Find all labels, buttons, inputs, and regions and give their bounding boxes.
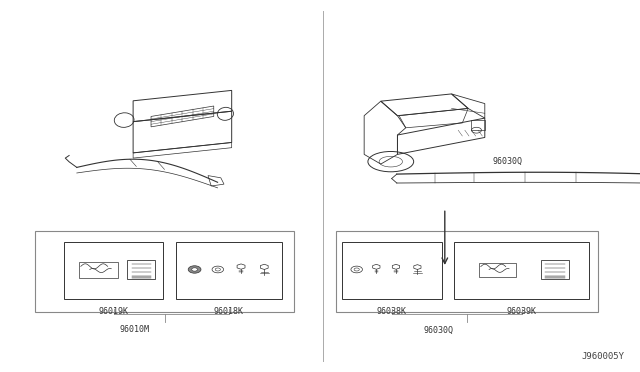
Bar	[127, 260, 156, 279]
Text: 96039K: 96039K	[507, 307, 536, 316]
Text: J960005Y: J960005Y	[581, 352, 624, 361]
Text: 96038K: 96038K	[377, 307, 406, 316]
Bar	[479, 263, 516, 277]
Bar	[176, 242, 282, 299]
Bar	[336, 231, 598, 312]
Bar	[541, 260, 570, 279]
Bar	[470, 119, 485, 130]
Bar	[454, 242, 589, 299]
Circle shape	[188, 266, 201, 273]
Text: 96018K: 96018K	[214, 307, 243, 316]
Bar	[64, 242, 163, 299]
Circle shape	[192, 268, 198, 271]
Text: 96030Q: 96030Q	[424, 326, 453, 334]
Text: 96019K: 96019K	[99, 307, 128, 316]
Bar	[342, 242, 442, 299]
Bar	[79, 262, 118, 278]
Text: 96030Q: 96030Q	[493, 157, 523, 166]
Bar	[35, 231, 294, 312]
Text: 96010M: 96010M	[120, 326, 149, 334]
